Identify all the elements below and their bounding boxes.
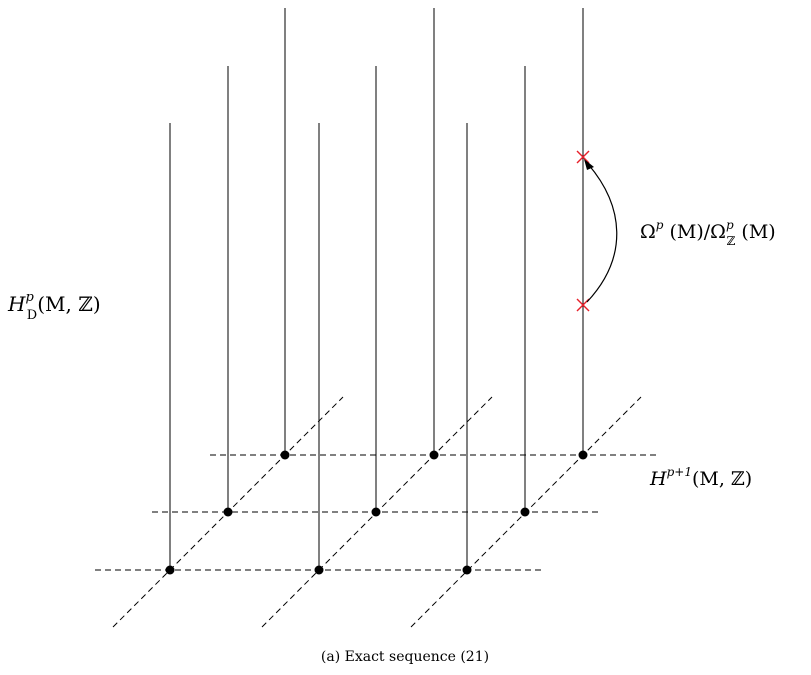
arrow-head	[584, 159, 594, 170]
grid-dots	[165, 450, 588, 575]
dot	[578, 450, 588, 460]
cross-markers	[576, 150, 590, 312]
dot	[462, 565, 472, 575]
cross-marker-top	[576, 150, 590, 164]
label-deligne-cohomology: Hp D(M, ℤ)	[7, 290, 101, 323]
dot	[314, 565, 324, 575]
dot	[223, 507, 233, 517]
vertical-lines	[169, 8, 584, 570]
label-integral-cohomology: Hp+1(M, ℤ)	[649, 465, 752, 490]
dot	[165, 565, 175, 575]
curved-arrow	[586, 163, 618, 303]
label-forms-quotient: Ωp (M)/Ωp ℤ (M)	[640, 218, 776, 248]
dot	[371, 507, 381, 517]
dot	[429, 450, 439, 460]
dot	[520, 507, 530, 517]
dot	[280, 450, 290, 460]
cross-marker-bottom	[576, 298, 590, 312]
figure-caption: (a) Exact sequence (21)	[321, 649, 489, 665]
